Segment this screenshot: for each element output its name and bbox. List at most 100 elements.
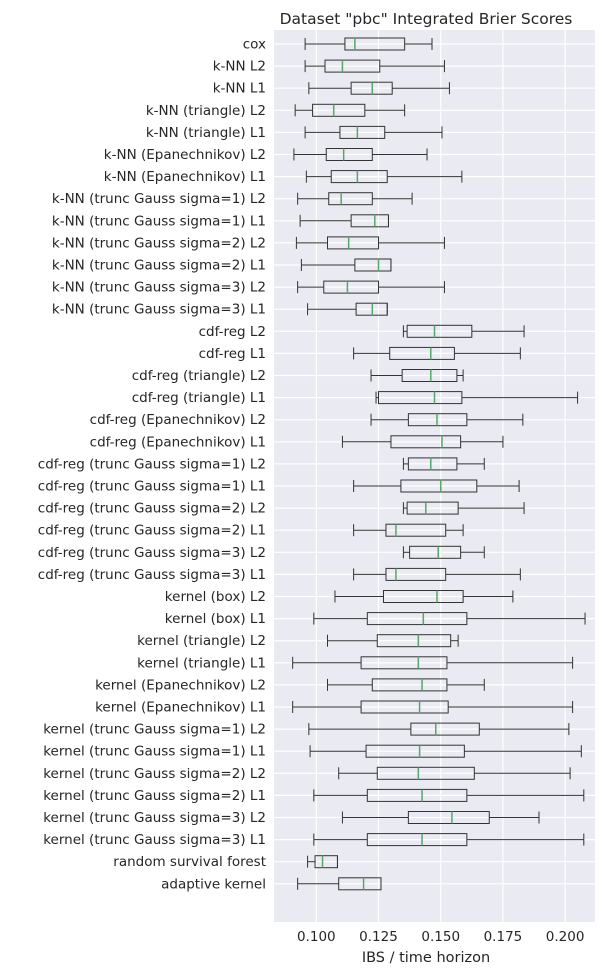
- iqr-box: [400, 479, 478, 493]
- category-label: cdf-reg (triangle) L2: [132, 368, 266, 384]
- category-label: kernel (trunc Gauss sigma=1) L2: [43, 722, 266, 738]
- box-group: [305, 170, 463, 184]
- category-label: cdf-reg L2: [199, 324, 266, 340]
- box-group: [402, 324, 525, 338]
- iqr-box: [376, 634, 452, 648]
- x-tick-label: 0.150: [421, 929, 460, 945]
- category-label: kernel (triangle) L2: [137, 633, 266, 649]
- x-axis-label: IBS / time horizon: [362, 950, 490, 966]
- iqr-box: [365, 744, 465, 758]
- category-label: adaptive kernel: [161, 876, 266, 892]
- iqr-box: [389, 346, 455, 360]
- box-group: [304, 125, 443, 139]
- iqr-box: [324, 59, 381, 73]
- category-label: k-NN (Epanechnikov) L1: [104, 169, 266, 185]
- box-group: [334, 590, 514, 603]
- iqr-box: [312, 103, 366, 117]
- category-label: random survival forest: [113, 854, 266, 870]
- iqr-box: [407, 811, 490, 824]
- iqr-box: [350, 214, 389, 228]
- box-group: [370, 413, 524, 427]
- box-group: [313, 833, 585, 847]
- box-group: [327, 634, 459, 648]
- box-group: [353, 567, 521, 581]
- box-group: [327, 678, 485, 692]
- category-label: cdf-reg L1: [199, 346, 266, 362]
- iqr-box: [327, 236, 380, 250]
- box-group: [297, 192, 413, 206]
- iqr-box: [390, 435, 462, 449]
- box-group: [307, 855, 338, 869]
- category-label: k-NN (trunc Gauss sigma=1) L2: [52, 191, 266, 207]
- box-group: [313, 612, 586, 626]
- box-group: [341, 811, 540, 824]
- box-group: [370, 369, 464, 382]
- iqr-box: [314, 855, 338, 869]
- iqr-box: [378, 391, 463, 405]
- iqr-box: [382, 590, 464, 603]
- category-label: k-NN L1: [213, 81, 266, 97]
- box-group: [297, 280, 445, 294]
- category-labels: cox k-NN L2 k-NN L1 k-NN (triangle) L2 k-NN …: [38, 37, 266, 893]
- box-group: [295, 236, 445, 250]
- x-tick-label: 0.125: [359, 929, 398, 945]
- iqr-box: [338, 877, 382, 891]
- iqr-box: [385, 523, 447, 537]
- box-group: [309, 744, 582, 758]
- category-label: k-NN (trunc Gauss sigma=3) L1: [52, 302, 266, 318]
- box-group: [353, 346, 521, 360]
- chart-title: Dataset "pbc" Integrated Brier Scores: [280, 10, 573, 28]
- x-tick-label: 0.100: [297, 929, 336, 945]
- box-group: [304, 59, 445, 73]
- category-label: k-NN (trunc Gauss sigma=3) L2: [52, 280, 266, 296]
- box-group: [304, 37, 433, 51]
- iqr-box: [339, 125, 386, 139]
- x-tick-labels: 0.100 0.125 0.150 0.175 0.200: [297, 929, 584, 945]
- category-label: k-NN (trunc Gauss sigma=1) L1: [52, 213, 266, 229]
- iqr-box: [328, 192, 373, 206]
- x-tick-label: 0.175: [484, 929, 523, 945]
- box-group: [375, 391, 579, 405]
- iqr-box: [360, 700, 449, 714]
- category-label: kernel (Epanechnikov) L2: [95, 677, 266, 693]
- iqr-box: [406, 324, 473, 338]
- box-group: [307, 302, 388, 316]
- category-label: kernel (Epanechnikov) L1: [95, 700, 266, 716]
- box-group: [293, 148, 428, 161]
- category-label: kernel (trunc Gauss sigma=3) L2: [43, 810, 266, 826]
- x-tick-label: 0.200: [546, 929, 585, 945]
- box-group: [294, 103, 406, 117]
- iqr-box: [376, 766, 475, 780]
- category-label: kernel (trunc Gauss sigma=2) L1: [43, 788, 266, 804]
- plot-area: [274, 30, 595, 922]
- category-label: k-NN L2: [213, 59, 266, 75]
- iqr-box: [366, 612, 468, 626]
- iqr-box: [410, 722, 480, 736]
- box-group: [402, 501, 525, 515]
- category-label: cdf-reg (Epanechnikov) L2: [90, 412, 266, 428]
- category-label: cdf-reg (trunc Gauss sigma=1) L2: [38, 456, 266, 472]
- category-label: kernel (trunc Gauss sigma=2) L2: [43, 766, 266, 782]
- category-label: cdf-reg (triangle) L1: [132, 390, 266, 406]
- box-group: [299, 214, 389, 228]
- category-label: kernel (triangle) L1: [137, 655, 266, 671]
- box-group: [402, 545, 485, 559]
- category-label: k-NN (triangle) L1: [146, 125, 266, 141]
- box-group: [353, 479, 520, 493]
- iqr-box: [330, 170, 388, 184]
- category-label: k-NN (triangle) L2: [146, 103, 266, 119]
- iqr-box: [360, 656, 448, 670]
- boxes-layer: [292, 37, 586, 891]
- iqr-box: [323, 280, 380, 294]
- box-group: [292, 656, 574, 670]
- iqr-box: [371, 678, 448, 692]
- box-group: [338, 766, 571, 780]
- category-label: kernel (trunc Gauss sigma=3) L1: [43, 832, 266, 848]
- iqr-box: [344, 37, 406, 51]
- iqr-box: [409, 545, 462, 559]
- category-label: k-NN (trunc Gauss sigma=2) L1: [52, 258, 266, 274]
- box-group: [292, 700, 574, 714]
- box-group: [353, 523, 464, 537]
- box-group: [308, 81, 450, 95]
